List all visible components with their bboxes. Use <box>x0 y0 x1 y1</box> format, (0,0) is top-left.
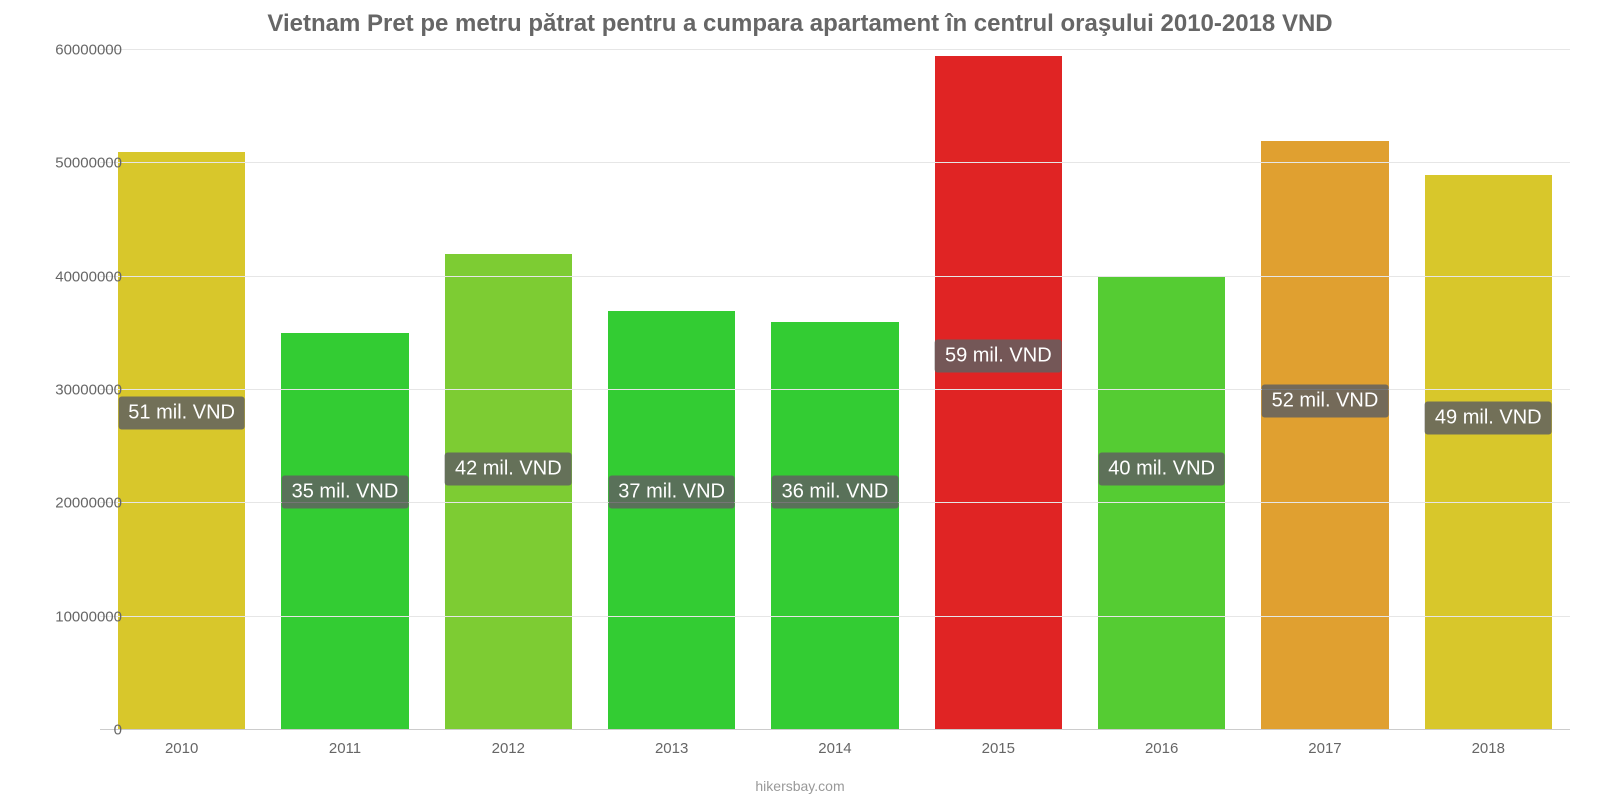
y-tick-label: 50000000 <box>12 155 122 172</box>
x-tick-label: 2013 <box>655 740 688 757</box>
y-tick-label: 30000000 <box>12 382 122 399</box>
x-tick-label: 2017 <box>1308 740 1341 757</box>
bar-slot: 40 mil. VND2016 <box>1080 50 1243 730</box>
x-tick-label: 2011 <box>329 740 361 757</box>
chart-container: Vietnam Pret pe metru pătrat pentru a cu… <box>0 0 1600 800</box>
bar-value-label: 51 mil. VND <box>118 396 245 429</box>
y-tick-label: 10000000 <box>12 608 122 625</box>
chart-title: Vietnam Pret pe metru pătrat pentru a cu… <box>0 10 1600 38</box>
bar <box>1261 141 1388 730</box>
gridline <box>100 162 1570 163</box>
bars-row: 51 mil. VND201035 mil. VND201142 mil. VN… <box>100 50 1570 730</box>
bar-slot: 42 mil. VND2012 <box>427 50 590 730</box>
gridline <box>100 276 1570 277</box>
y-tick-label: 20000000 <box>12 495 122 512</box>
x-tick-label: 2012 <box>492 740 525 757</box>
bar <box>608 311 735 730</box>
x-tick-label: 2018 <box>1472 740 1505 757</box>
bar-slot: 37 mil. VND2013 <box>590 50 753 730</box>
bar-value-label: 36 mil. VND <box>772 476 899 509</box>
bar-slot: 51 mil. VND2010 <box>100 50 263 730</box>
bar-value-label: 42 mil. VND <box>445 453 572 486</box>
x-tick-label: 2015 <box>982 740 1015 757</box>
bar-slot: 52 mil. VND2017 <box>1243 50 1406 730</box>
bar-slot: 59 mil. VND2015 <box>917 50 1080 730</box>
bar-value-label: 37 mil. VND <box>608 476 735 509</box>
bar-value-label: 40 mil. VND <box>1098 453 1225 486</box>
bar <box>1425 175 1552 730</box>
bar <box>118 152 245 730</box>
x-tick-label: 2014 <box>818 740 851 757</box>
y-tick-label: 60000000 <box>12 42 122 59</box>
bar <box>445 254 572 730</box>
bar-value-label: 35 mil. VND <box>282 476 409 509</box>
bar-value-label: 52 mil. VND <box>1262 385 1389 418</box>
plot-area: 51 mil. VND201035 mil. VND201142 mil. VN… <box>100 50 1570 730</box>
bar <box>771 322 898 730</box>
x-tick-label: 2016 <box>1145 740 1178 757</box>
source-attribution: hikersbay.com <box>0 778 1600 794</box>
bar-value-label: 49 mil. VND <box>1425 402 1552 435</box>
y-tick-label: 40000000 <box>12 268 122 285</box>
bar-slot: 35 mil. VND2011 <box>263 50 426 730</box>
gridline <box>100 49 1570 50</box>
y-tick-label: 0 <box>12 722 122 739</box>
bar-value-label: 59 mil. VND <box>935 340 1062 373</box>
bar <box>281 333 408 730</box>
x-tick-label: 2010 <box>165 740 198 757</box>
gridline <box>100 616 1570 617</box>
bar-slot: 36 mil. VND2014 <box>753 50 916 730</box>
axis-baseline <box>100 729 1570 730</box>
bar-slot: 49 mil. VND2018 <box>1407 50 1570 730</box>
bar <box>935 56 1062 730</box>
